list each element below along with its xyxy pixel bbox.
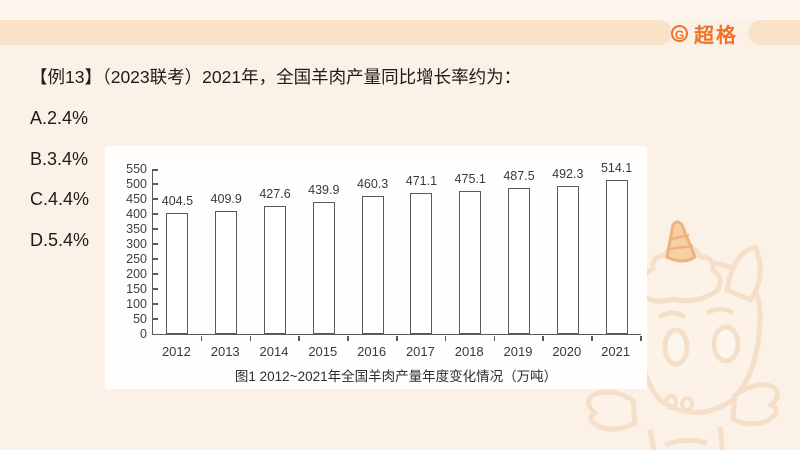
x-category-label: 2016 xyxy=(357,344,387,359)
option-d: D.5.4% xyxy=(30,229,90,250)
bar-value-label: 439.9 xyxy=(308,183,340,198)
y-tick-label: 50 xyxy=(133,311,147,326)
bar-value-label: 487.5 xyxy=(503,168,535,183)
y-tick-label: 450 xyxy=(126,191,147,206)
g-circle-icon: G xyxy=(671,24,688,42)
bar-value-label: 475.1 xyxy=(454,172,486,187)
bar xyxy=(459,191,482,334)
y-tick-label: 500 xyxy=(126,176,147,191)
y-tick-label: 250 xyxy=(126,251,147,266)
x-category-label: 2017 xyxy=(405,344,435,359)
bar xyxy=(508,187,530,334)
y-tick-mark xyxy=(153,273,158,275)
y-tick-label: 100 xyxy=(126,296,147,311)
x-category-label: 2021 xyxy=(601,344,631,359)
header-band-right xyxy=(748,20,800,45)
y-tick-label: 300 xyxy=(126,236,147,251)
x-category-label: 2015 xyxy=(308,344,338,359)
plot-area: 404.5 409.9 427.6 439.9 460.3 471.1 475.1 487.5… xyxy=(152,161,641,335)
y-tick-label: 550 xyxy=(126,161,147,176)
top-strip xyxy=(0,0,800,20)
y-tick-mark xyxy=(153,169,158,171)
bar-value-label: 514.1 xyxy=(600,160,633,175)
x-tick-mark xyxy=(200,335,203,341)
x-category-label: 2019 xyxy=(503,344,533,359)
bar-value-label: 460.3 xyxy=(356,176,389,191)
bar xyxy=(166,212,189,334)
chart-caption: 图1 2012~2021年全国羊肉产量年度变化情况（万吨） xyxy=(234,369,558,384)
x-category-label: 2018 xyxy=(454,344,484,359)
x-tick-mark xyxy=(298,335,300,341)
y-tick-mark xyxy=(153,183,158,185)
x-tick-mark xyxy=(444,335,447,341)
y-tick-label: 150 xyxy=(126,281,147,296)
x-category-label: 2012 xyxy=(161,344,191,359)
unicorn-mascot-watermark xyxy=(586,220,780,450)
x-tick-mark xyxy=(640,335,642,341)
header-band-left xyxy=(0,20,672,45)
bar xyxy=(312,202,335,334)
bar xyxy=(215,211,238,334)
bar-value-label: 471.1 xyxy=(405,173,438,188)
y-tick-mark xyxy=(153,243,158,245)
y-tick-mark xyxy=(153,213,158,215)
x-tick-mark xyxy=(249,335,252,341)
x-category-label: 2013 xyxy=(210,344,240,359)
option-b: B.3.4% xyxy=(30,148,89,169)
option-c: C.4.4% xyxy=(30,189,90,209)
bar-value-label: 492.3 xyxy=(552,167,584,182)
options-list: A.2.4% B.3.4% C.4.4% D.5.4% xyxy=(30,108,140,270)
bar xyxy=(264,205,286,334)
x-tick-mark xyxy=(542,335,544,341)
y-tick-mark xyxy=(153,288,158,290)
bar-value-label: 404.5 xyxy=(161,193,194,208)
bar-value-label: 409.9 xyxy=(210,192,242,207)
brand-logo: G 超格 xyxy=(671,21,738,47)
y-tick-mark xyxy=(153,198,158,200)
bar xyxy=(605,179,628,334)
bar xyxy=(556,186,579,334)
x-category-label: 2020 xyxy=(552,344,582,359)
bar-value-label: 427.6 xyxy=(259,186,291,201)
y-tick-label: 200 xyxy=(126,266,147,281)
bar xyxy=(410,192,433,334)
x-category-label: 2014 xyxy=(259,344,289,359)
y-tick-mark xyxy=(153,303,158,305)
x-tick-mark xyxy=(493,335,496,341)
y-tick-label: 400 xyxy=(126,206,147,221)
option-a: A.2.4% xyxy=(30,108,89,128)
question-title: 【例13】（2023联考）2021年，全国羊肉产量同比增长率约为： xyxy=(30,67,522,87)
x-tick-mark xyxy=(396,335,398,341)
x-tick-mark xyxy=(591,335,593,341)
y-tick-label: 0 xyxy=(140,326,147,341)
y-tick-mark xyxy=(153,318,158,320)
x-tick-mark xyxy=(347,335,349,341)
y-tick-label: 350 xyxy=(126,221,147,236)
y-tick-mark xyxy=(153,258,158,260)
y-tick-mark xyxy=(153,228,158,230)
bar xyxy=(361,195,384,334)
brand-name: 超格 xyxy=(694,24,738,47)
chart-panel: 404.5 409.9 427.6 439.9 460.3 471.1 475.1 487.5… xyxy=(105,146,647,389)
